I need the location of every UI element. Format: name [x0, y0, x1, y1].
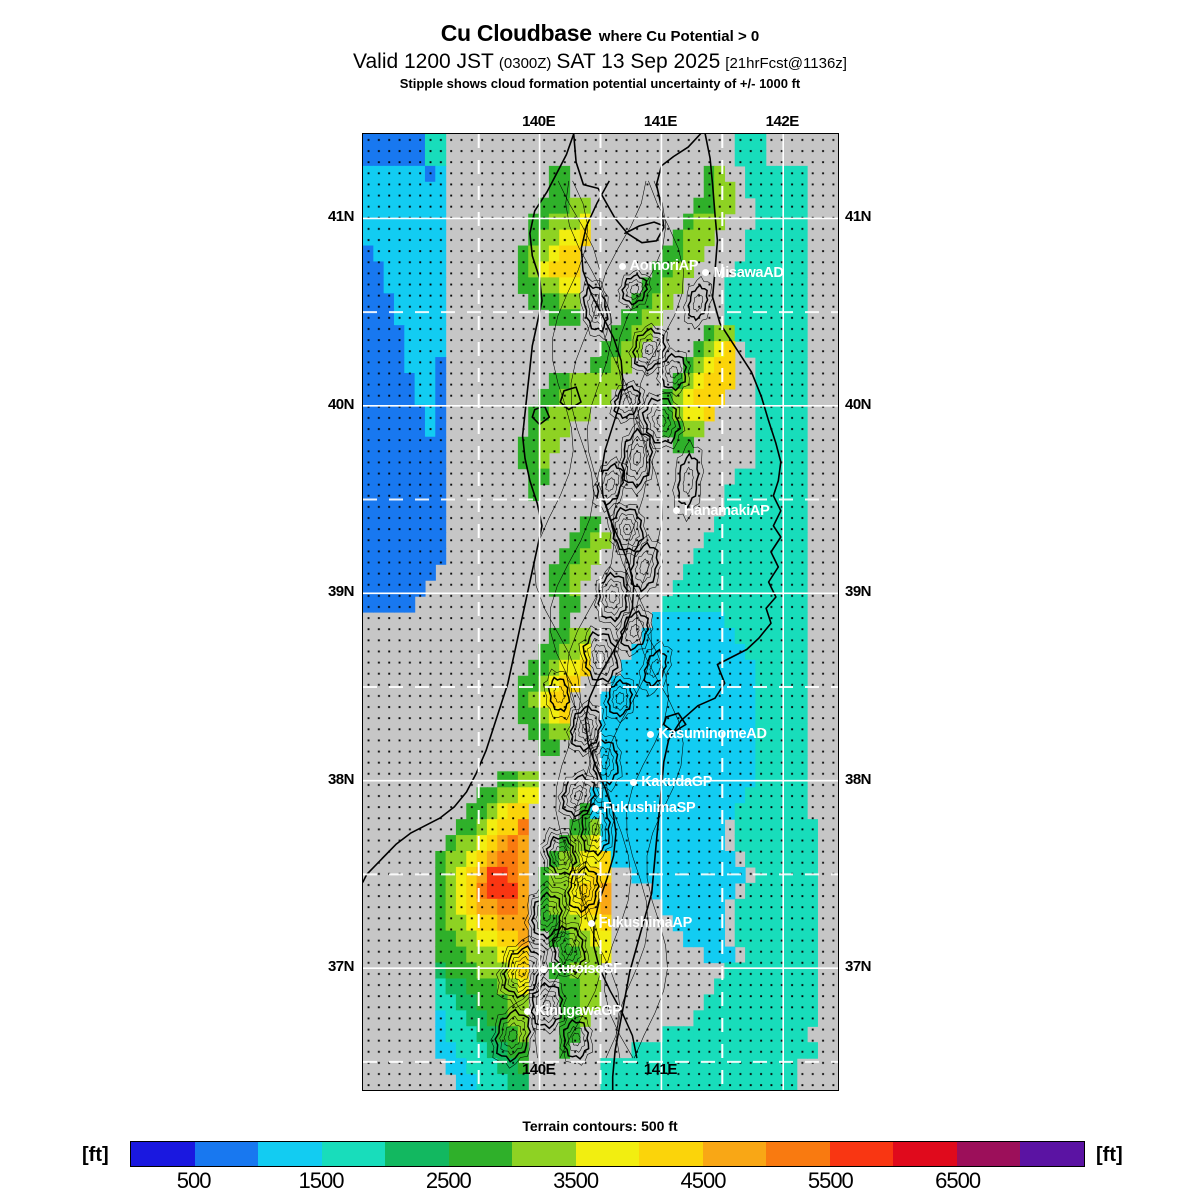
title-subtitle: Stipple shows cloud formation potential … [399, 76, 801, 91]
colorbar-segment-7 [575, 1142, 640, 1166]
station-label: FukushimaSP [602, 799, 696, 816]
valid-date: SAT 13 Sep 2025 [556, 50, 721, 73]
station-dot-icon [540, 965, 548, 973]
lat-tick-left-39N: 39N [327, 583, 355, 601]
lon-tick-bottom-140E: 140E [522, 1061, 556, 1078]
colorbar-segment-14 [1020, 1142, 1084, 1166]
colorbar-tick-5500: 5500 [807, 1168, 854, 1193]
colorbar-segment-10 [766, 1142, 830, 1166]
lat-tick-right-38N: 38N [845, 770, 872, 788]
colorbar-segment-3 [321, 1142, 386, 1166]
title-block: Cu Cloudbase where Cu Potential > 0 Vali… [0, 22, 1200, 91]
colorbar-tick-1500: 1500 [298, 1168, 345, 1193]
colorbar-tick-labels: 500 1500 2500 3500 4500 5500 6500 [0, 1168, 1200, 1198]
colorbar-tick-2500: 2500 [425, 1168, 472, 1193]
colorbar-segment-1 [194, 1142, 259, 1166]
lon-tick-top-142E: 142E [765, 113, 800, 130]
lat-tick-right-37N: 37N [845, 958, 872, 976]
page-title: Cu Cloudbase [440, 20, 592, 46]
station-dot-icon [591, 804, 599, 812]
station-label: KasuminomeAD [658, 726, 767, 743]
station-label: FukushimaAP [598, 915, 693, 932]
map-canvas [363, 134, 838, 1090]
station-marker-fukushimaap[interactable]: FukushimaAP [587, 915, 693, 932]
lon-tick-top-141E: 141E [643, 113, 678, 130]
terrain-contour-caption: Terrain contours: 500 ft [522, 1118, 678, 1134]
station-marker-fukushimasp[interactable]: FukushimaSP [591, 799, 696, 816]
lat-tick-left-41N: 41N [327, 208, 355, 226]
lat-tick-left-37N: 37N [327, 958, 355, 976]
station-label: MisawaAD [713, 264, 784, 281]
station-dot-icon [587, 919, 595, 927]
colorbar-segment-13 [956, 1142, 1021, 1166]
colorbar-segment-6 [512, 1142, 576, 1166]
station-dot-icon [618, 263, 626, 271]
title-line-valid: Valid 1200 JST (0300Z) SAT 13 Sep 2025 [… [0, 51, 1200, 72]
forecast-stamp: [21hrFcst@1136z] [725, 55, 847, 72]
lon-tick-top-140E: 140E [522, 113, 556, 130]
station-dot-icon [672, 507, 680, 515]
station-label: KinugawaGP [535, 1003, 622, 1020]
colorbar-segment-12 [893, 1142, 957, 1166]
colorbar-tick-6500: 6500 [935, 1168, 981, 1193]
lat-tick-left-40N: 40N [327, 395, 355, 413]
colorbar-tick-500: 500 [176, 1168, 212, 1193]
valid-time: Valid 1200 JST [353, 50, 494, 73]
colorbar-segment-0 [131, 1142, 195, 1166]
map-graphics [363, 134, 838, 1090]
station-label: KakudaGP [641, 774, 713, 791]
lat-tick-right-41N: 41N [845, 208, 872, 226]
colorbar[interactable] [130, 1141, 1085, 1167]
colorbar-segment-2 [258, 1142, 322, 1166]
station-dot-icon [630, 779, 638, 787]
colorbar-segment-8 [639, 1142, 703, 1166]
station-marker-misawaad[interactable]: MisawaAD [702, 264, 784, 281]
colorbar-segment-11 [829, 1142, 894, 1166]
station-marker-hanamakiap[interactable]: HanamakiAP [672, 502, 770, 519]
map-panel[interactable] [362, 133, 839, 1091]
lat-tick-right-39N: 39N [845, 583, 872, 601]
station-dot-icon [702, 269, 710, 277]
station-dot-icon [647, 731, 655, 739]
station-label: KuroisoSF [551, 960, 622, 977]
station-label: AomoriAP [629, 258, 699, 275]
colorbar-tick-3500: 3500 [553, 1168, 599, 1193]
station-marker-kakudagp[interactable]: KakudaGP [630, 775, 712, 790]
title-condition: where Cu Potential > 0 [598, 28, 760, 45]
colorbar-unit-right: [ft] [1096, 1144, 1123, 1166]
station-marker-kuroisosf[interactable]: KuroisoSF [540, 962, 622, 977]
colorbar-segment-5 [448, 1142, 513, 1166]
station-marker-aomoriap[interactable]: AomoriAP [618, 258, 699, 275]
colorbar-segment-9 [702, 1142, 767, 1166]
lon-tick-bottom-141E: 141E [643, 1061, 678, 1078]
colorbar-unit-left: [ft] [82, 1144, 109, 1166]
colorbar-segment-4 [385, 1142, 449, 1166]
lat-tick-right-40N: 40N [845, 395, 872, 413]
colorbar-tick-4500: 4500 [680, 1168, 727, 1193]
station-label: HanamakiAP [683, 502, 770, 519]
station-marker-kasuminomead[interactable]: KasuminomeAD [647, 726, 767, 743]
station-dot-icon [524, 1007, 532, 1015]
lat-tick-left-38N: 38N [327, 770, 355, 788]
valid-time-utc: (0300Z) [498, 55, 552, 72]
title-line-primary: Cu Cloudbase where Cu Potential > 0 [0, 22, 1200, 45]
station-marker-kinugawagp[interactable]: KinugawaGP [524, 1003, 622, 1020]
